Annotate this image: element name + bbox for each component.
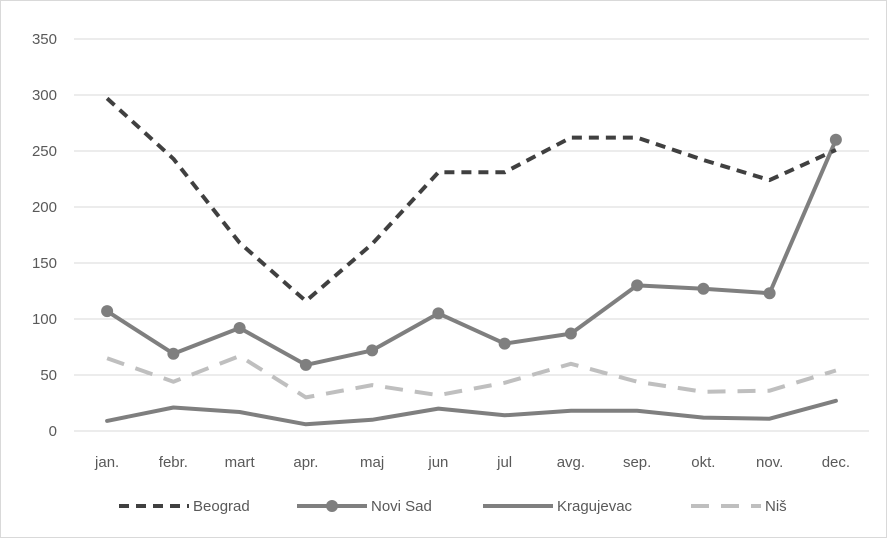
data-point (366, 344, 379, 357)
y-axis: 0 50 100 150 200 250 300 350 (32, 31, 57, 440)
x-tick-label: mart (225, 454, 256, 471)
data-point (763, 287, 776, 300)
legend-item-kragujevac: Kragujevac (483, 498, 633, 515)
legend-item-novi-sad: Novi Sad (297, 498, 432, 515)
y-tick-label: 0 (49, 423, 57, 440)
y-tick-label: 150 (32, 255, 57, 272)
x-tick-label: jan. (94, 454, 119, 471)
data-point (829, 133, 842, 146)
data-point (432, 307, 445, 320)
series-line-beograd (105, 96, 837, 304)
y-tick-label: 300 (32, 87, 57, 104)
series-line-kragujevac (105, 398, 838, 427)
y-tick-label: 50 (40, 367, 57, 384)
gridlines (74, 38, 869, 432)
data-point (631, 279, 644, 292)
x-tick-label: jun (427, 454, 448, 471)
x-axis: jan. febr. mart apr. maj jun jul avg. sep. okt. no… (94, 454, 850, 471)
x-tick-label: jul (496, 454, 512, 471)
legend-item-beograd: Beograd (119, 498, 250, 515)
series-line-novi-sad (105, 137, 838, 367)
legend: Beograd Novi Sad Kragujevac Niš (119, 498, 787, 515)
data-point (299, 358, 312, 371)
series-line-niš (106, 354, 837, 400)
x-tick-label: maj (360, 454, 384, 471)
x-tick-label: febr. (159, 454, 188, 471)
y-tick-label: 200 (32, 199, 57, 216)
data-point (498, 337, 511, 350)
legend-label: Beograd (193, 498, 250, 515)
legend-label: Niš (765, 498, 787, 515)
data-point (564, 327, 577, 340)
y-tick-label: 350 (32, 31, 57, 48)
x-tick-label: dec. (822, 454, 850, 471)
legend-label: Kragujevac (557, 498, 633, 515)
legend-marker (326, 500, 338, 512)
data-point (101, 305, 114, 318)
data-point (697, 282, 710, 295)
y-tick-label: 250 (32, 143, 57, 160)
y-tick-label: 100 (32, 311, 57, 328)
x-tick-label: nov. (756, 454, 783, 471)
legend-label: Novi Sad (371, 498, 432, 515)
series-group (101, 96, 842, 427)
data-point (233, 321, 246, 334)
x-tick-label: okt. (691, 454, 715, 471)
x-tick-label: apr. (293, 454, 318, 471)
x-tick-label: sep. (623, 454, 651, 471)
data-point (167, 347, 180, 360)
x-tick-label: avg. (557, 454, 585, 471)
legend-item-niš: Niš (691, 498, 787, 515)
